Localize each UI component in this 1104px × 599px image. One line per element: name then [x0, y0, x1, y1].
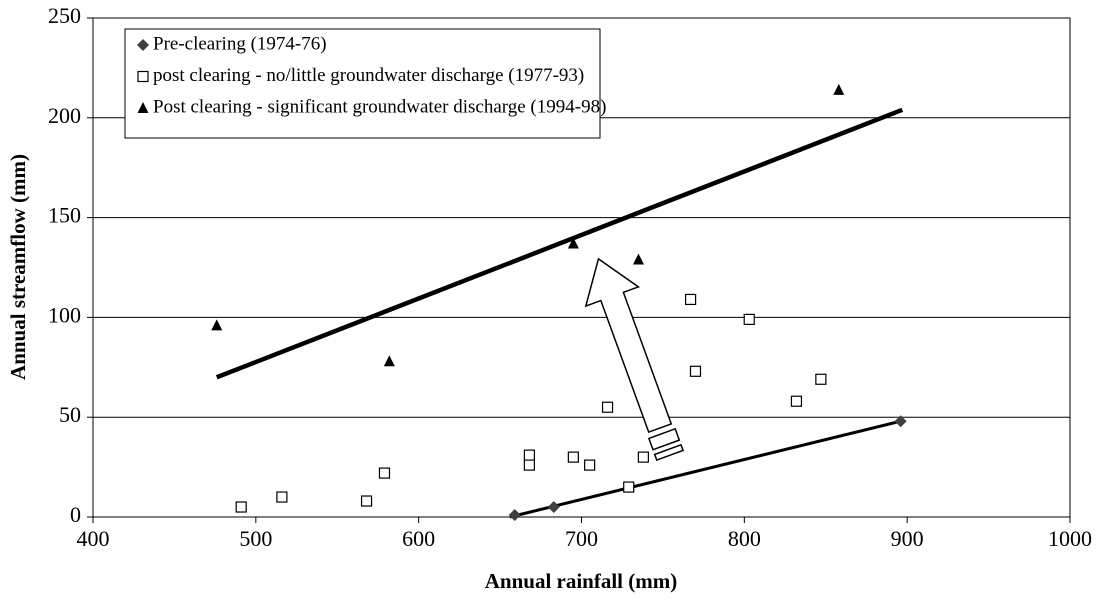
legend-marker: [137, 102, 149, 113]
point: [211, 319, 223, 331]
point: [584, 459, 596, 471]
point: [601, 401, 614, 413]
point: [567, 451, 579, 463]
point: [378, 467, 391, 479]
y-tick-label: 100: [48, 302, 81, 327]
point: [684, 293, 697, 306]
x-tick-label: 600: [402, 526, 435, 551]
legend: Pre-clearing (1974-76) post clearing - no…: [124, 28, 606, 139]
arrow-tail: [647, 427, 681, 451]
trend-line: [215, 107, 904, 380]
point: [623, 481, 635, 493]
point: [815, 373, 827, 385]
point: [383, 355, 395, 367]
point: [790, 395, 803, 407]
point: [833, 83, 845, 95]
x-tick-label: 700: [565, 526, 598, 551]
y-tick-label: 50: [59, 402, 81, 427]
arrow-body: [584, 257, 673, 434]
point: [523, 449, 535, 461]
point: [508, 509, 521, 522]
y-tick-label: 150: [48, 203, 81, 228]
point: [632, 253, 644, 265]
point: [547, 501, 560, 514]
legend-box: [124, 28, 601, 139]
point: [235, 501, 247, 513]
arrow-tail: [653, 443, 685, 462]
y-axis-label: Annual streamflow (mm): [6, 154, 30, 380]
y-tick-label: 250: [48, 3, 81, 28]
y-tick-label: 200: [48, 103, 81, 128]
legend-marker: [137, 39, 149, 51]
plot-frame: [92, 17, 1071, 518]
legend-label: Pre-clearing (1974-76): [153, 33, 327, 54]
point: [637, 451, 649, 463]
point: [360, 495, 373, 507]
trend-line: [509, 419, 902, 519]
arrow: [584, 257, 685, 462]
point: [894, 415, 907, 428]
x-tick-label: 900: [891, 526, 924, 551]
legend-label: post clearing - no/little groundwater di…: [153, 65, 584, 86]
x-axis-label: Annual rainfall (mm): [485, 569, 678, 593]
x-tick-label: 400: [77, 526, 110, 551]
point: [567, 237, 579, 249]
legend-label: Post clearing - significant groundwater …: [153, 96, 606, 117]
legend-marker: [137, 70, 149, 83]
point: [276, 491, 288, 503]
point: [689, 365, 702, 377]
point: [743, 313, 755, 325]
point: [523, 459, 535, 471]
x-tick-label: 500: [239, 526, 272, 551]
x-tick-label: 800: [728, 526, 761, 551]
x-tick-label: 1000: [1048, 526, 1092, 551]
y-tick-label: 0: [70, 502, 81, 527]
